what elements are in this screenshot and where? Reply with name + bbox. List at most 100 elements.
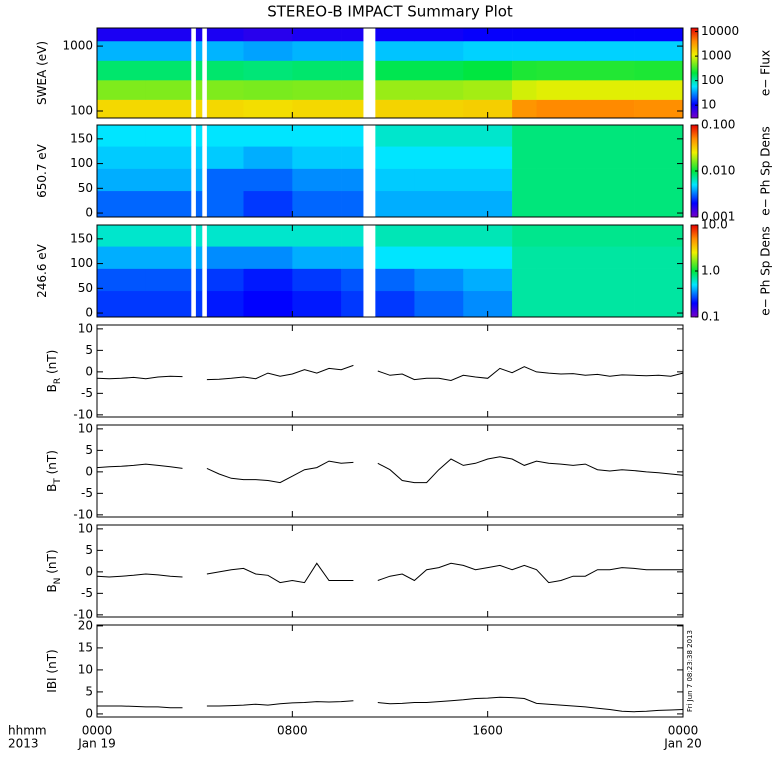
panel-frame: [96, 324, 684, 418]
heat-cell: [536, 125, 586, 147]
colorbar-label: e− Flux: [759, 50, 773, 96]
heat-cell: [634, 40, 684, 61]
heat-cell: [375, 40, 415, 61]
heat-cell: [206, 146, 244, 169]
heat-cell: [585, 268, 635, 292]
heat-cell: [512, 28, 537, 42]
colorbar-tick-label: 10: [701, 98, 716, 112]
heat-cell: [341, 80, 364, 100]
date-label: Jan 19: [77, 737, 116, 751]
heat-cell: [634, 268, 684, 292]
y-tick-label: 0: [85, 364, 93, 378]
y-tick-label: 10: [78, 321, 93, 335]
heat-cell: [292, 80, 342, 100]
y-label-main: B: [45, 484, 59, 492]
heat-cell: [634, 190, 684, 218]
heat-cell: [536, 60, 586, 81]
heat-cell: [243, 40, 293, 61]
heat-cell: [145, 80, 192, 100]
heat-cell: [292, 168, 342, 192]
heat-cell: [206, 290, 244, 318]
heat-cell: [585, 99, 635, 119]
heat-cell: [195, 268, 203, 292]
heat-cell: [145, 168, 192, 192]
y-label-unit: (nT): [45, 350, 59, 378]
panel-frame: [96, 124, 684, 218]
y-tick-label: 50: [78, 181, 93, 195]
heat-cell: [375, 28, 415, 42]
heat-cell: [536, 40, 586, 61]
heat-cell: [97, 168, 147, 192]
heat-cell: [463, 40, 513, 61]
panel: 10.0 1.0 0.1 e− Ph Sp Dens 0 50 100 150 246.6 eV: [35, 218, 773, 324]
heat-cell: [536, 190, 586, 218]
panel: -10 -5 0 5 10 BT (nT): [45, 421, 684, 521]
y-label-main: B: [45, 384, 59, 392]
chart-title: STEREO-B IMPACT Summary Plot: [267, 3, 513, 21]
heat-cell: [341, 190, 364, 218]
heat-cell: [97, 268, 147, 292]
heat-cell: [463, 28, 513, 42]
heat-cell: [195, 40, 203, 61]
colorbar-tick-label: 1000: [701, 49, 732, 63]
colorbar-tick-label: 0.100: [701, 118, 735, 132]
y-label-main: 650.7 eV: [35, 143, 49, 198]
heat-cell: [292, 190, 342, 218]
heat-cell: [341, 246, 364, 269]
heat-cell: [375, 246, 415, 269]
heat-cell: [97, 28, 147, 42]
heat-cell: [97, 290, 147, 318]
y-axis-label: IBI (nT): [45, 649, 59, 692]
heat-cell: [375, 268, 415, 292]
colorbar-label: e− Ph Sp Dens: [759, 226, 773, 315]
heat-cell: [375, 290, 415, 318]
heat-cell: [243, 225, 293, 247]
colorbar-tick-label: 100: [701, 73, 724, 87]
heat-cell: [414, 60, 464, 81]
heat-cell: [145, 99, 192, 119]
heat-cell: [536, 80, 586, 100]
heat-cell: [536, 168, 586, 192]
heat-cell: [145, 225, 192, 247]
y-label-sub: R: [53, 378, 63, 384]
heat-cell: [414, 225, 464, 247]
heat-cell: [341, 28, 364, 42]
timestamp: Fri Jun 7 08:23:38 2013: [686, 630, 694, 712]
y-axis-label: 246.6 eV: [35, 243, 49, 298]
y-label-unit: (nT): [45, 549, 59, 577]
data-line: [97, 696, 684, 713]
heat-cell: [206, 40, 244, 61]
heat-cell: [195, 190, 203, 218]
heat-cell: [206, 60, 244, 81]
heat-cell: [97, 125, 147, 147]
heat-cell: [512, 290, 537, 318]
heat-cell: [463, 146, 513, 169]
y-tick-label: -5: [81, 486, 93, 500]
heat-cell: [536, 225, 586, 247]
heat-cell: [243, 99, 293, 119]
y-label-sub: N: [53, 578, 63, 585]
heat-cell: [292, 125, 342, 147]
y-axis-label: 650.7 eV: [35, 143, 49, 198]
heat-cell: [292, 28, 342, 42]
heat-cell: [341, 99, 364, 119]
heat-cell: [463, 99, 513, 119]
heat-cell: [243, 146, 293, 169]
y-tick-label: 0: [85, 564, 93, 578]
heat-cell: [243, 190, 293, 218]
heat-cell: [195, 225, 203, 247]
heat-cell: [414, 125, 464, 147]
heat-cell: [206, 125, 244, 147]
heat-cell: [97, 146, 147, 169]
heat-cell: [375, 80, 415, 100]
heat-cell: [243, 168, 293, 192]
y-tick-label: 150: [70, 131, 93, 145]
heat-cell: [206, 246, 244, 269]
y-axis-label: BR (nT): [45, 350, 63, 393]
heat-cell: [414, 290, 464, 318]
heat-cell: [585, 125, 635, 147]
heat-cell: [206, 28, 244, 42]
heat-cell: [243, 125, 293, 147]
heat-cell: [536, 146, 586, 169]
x-tick-label: 1600: [472, 724, 503, 738]
